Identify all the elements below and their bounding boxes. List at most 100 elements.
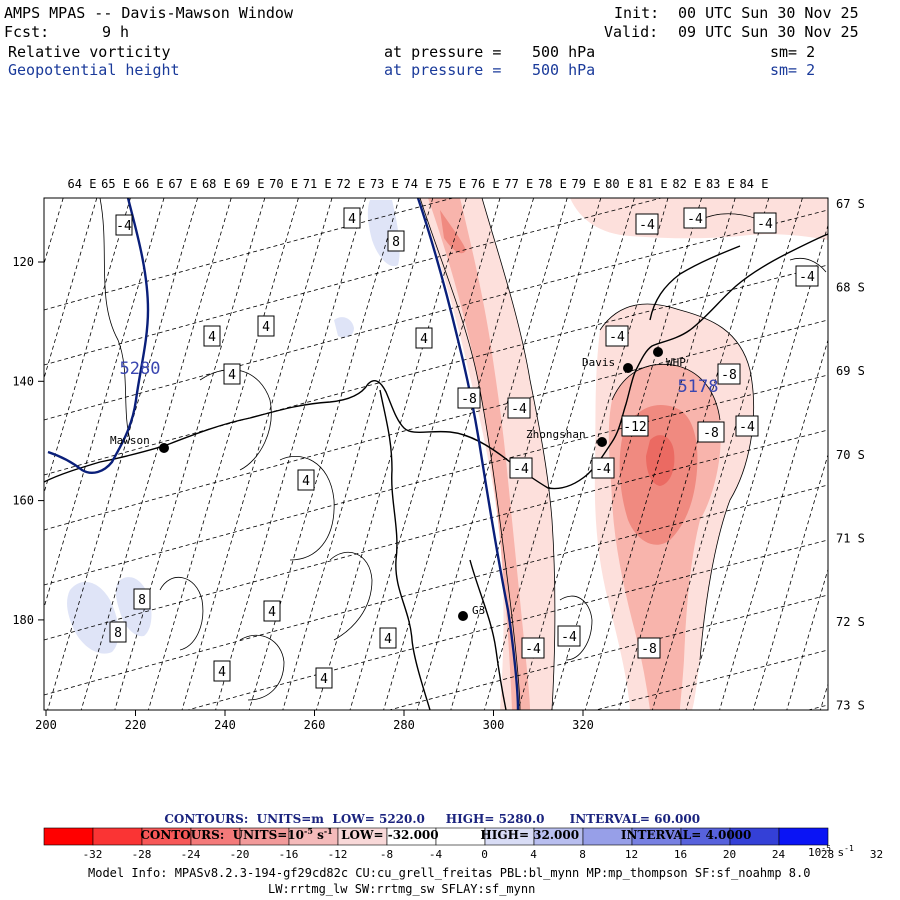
colorbar-tick-label: -16 — [279, 848, 299, 861]
svg-text:-4: -4 — [116, 219, 132, 234]
valid-label: Valid: — [604, 23, 659, 41]
colorbar-tick-label: -12 — [328, 848, 348, 861]
x-tick-label: 320 — [572, 718, 594, 732]
vorticity-shade-east-core — [646, 435, 675, 486]
longitude-label: 84 E — [740, 177, 769, 191]
svg-text:4: 4 — [228, 368, 236, 383]
svg-text:4: 4 — [320, 672, 328, 687]
longitude-label: 78 E — [538, 177, 567, 191]
svg-text:-8: -8 — [703, 426, 719, 441]
svg-text:-12: -12 — [623, 420, 646, 435]
longitude-label: 71 E — [303, 177, 332, 191]
vorticity-shade-pos-4 — [334, 317, 354, 338]
longitude-label: 67 E — [168, 177, 197, 191]
svg-text:Mawson: Mawson — [110, 434, 150, 447]
vorticity-shade-band-mid — [428, 198, 530, 710]
longitude-label: 68 E — [202, 177, 231, 191]
valid-time: 09 UTC Sun 30 Nov 25 — [678, 23, 859, 41]
y-tick-label: 180 — [12, 613, 34, 627]
svg-text:-4: -4 — [525, 642, 541, 657]
latitude-label: 70 S — [836, 448, 865, 462]
colorbar — [43, 827, 829, 846]
svg-text:Zhongshan: Zhongshan — [526, 428, 586, 441]
svg-text:4: 4 — [268, 605, 276, 620]
longitude-label: 72 E — [336, 177, 365, 191]
svg-text:-8: -8 — [641, 642, 657, 657]
svg-text:4: 4 — [208, 330, 216, 345]
x-tick-label: 220 — [125, 718, 147, 732]
svg-text:-4: -4 — [687, 212, 703, 227]
colorbar-tick-label: 8 — [579, 848, 586, 861]
x-tick-label: 300 — [483, 718, 505, 732]
plot-title: AMPS MPAS -- Davis-Mawson Window — [4, 4, 293, 22]
svg-text:WHP: WHP — [666, 356, 686, 369]
colorbar-tick-label: -4 — [429, 848, 443, 861]
x-tick-label: 240 — [214, 718, 236, 732]
longitude-label: 64 E — [68, 177, 97, 191]
svg-text:-4: -4 — [799, 270, 815, 285]
colorbar-tick-label: -28 — [132, 848, 152, 861]
colorbar-units: 10-5 s-1 — [808, 844, 854, 859]
vorticity-shade-band-dark — [440, 210, 466, 254]
colorbar-tick-label: 0 — [481, 848, 488, 861]
svg-text:-4: -4 — [511, 402, 527, 417]
field1-smoothing: sm= 2 — [770, 43, 816, 61]
svg-text:-4: -4 — [757, 217, 773, 232]
longitude-label: 83 E — [706, 177, 735, 191]
svg-text:8: 8 — [392, 235, 400, 250]
y-tick-label: 160 — [12, 494, 34, 508]
longitude-label: 74 E — [404, 177, 433, 191]
vorticity-value-boxes: -4 4 8 4 4 4 4 -8 -4 4 -4 -4 -4 -4 -4 -4… — [109, 207, 819, 689]
colorbar-tick-label: 12 — [625, 848, 638, 861]
longitude-label: 79 E — [572, 177, 601, 191]
colorbar-swatch — [43, 827, 94, 846]
latitude-label: 71 S — [836, 531, 865, 545]
y-tick-label: 140 — [12, 374, 34, 388]
init-label: Init: — [614, 4, 660, 22]
svg-text:4: 4 — [218, 665, 226, 680]
field2-level-value: 500 hPa — [532, 61, 596, 79]
svg-text:-8: -8 — [461, 392, 477, 407]
fcst-hours: 9 h — [102, 23, 130, 41]
station-names: Mawson Davis WHP Zhongshan G3 — [110, 356, 686, 617]
longitude-label: 76 E — [471, 177, 500, 191]
svg-text:8: 8 — [114, 626, 122, 641]
longitude-label: 77 E — [504, 177, 533, 191]
svg-text:8: 8 — [138, 593, 146, 608]
svg-text:4: 4 — [262, 320, 270, 335]
colorbar-tick-label: -24 — [181, 848, 201, 861]
colorbar-tick-label: 16 — [674, 848, 687, 861]
colorbar-tick-label: 28 — [821, 848, 834, 861]
latitude-label: 68 S — [836, 281, 865, 295]
latitude-label: 73 S — [836, 699, 865, 713]
svg-text:4: 4 — [420, 332, 428, 347]
map-area: -4 4 8 4 4 4 4 -8 -4 4 -4 -4 -4 -4 -4 -4… — [44, 198, 828, 710]
height-label-5178: 5178 — [678, 377, 719, 397]
svg-text:4: 4 — [302, 474, 310, 489]
svg-text:-4: -4 — [561, 630, 577, 645]
longitude-labels: 64 E 65 E 66 E 67 E 68 E 69 E 70 E 71 E 72 E 73 E… — [68, 177, 769, 191]
colorbar-tick-label: -20 — [230, 848, 250, 861]
field2-name: Geopotential height — [8, 61, 180, 79]
longitude-label: 65 E — [101, 177, 130, 191]
svg-text:-4: -4 — [595, 462, 611, 477]
x-axis-ticks: 200 220 240 260 280 300 320 — [35, 710, 594, 732]
height-label-5280: 5280 — [120, 359, 161, 379]
latitude-labels: 67 S 68 S 69 S 70 S 71 S 72 S 73 S — [836, 197, 865, 713]
colorbar-ticks: -32 -28 -24 -20 -16 -12 -8 -4 0 4 8 12 16 20 24 28 32 — [83, 848, 884, 861]
field1-level-value: 500 hPa — [532, 43, 596, 61]
svg-text:4: 4 — [384, 632, 392, 647]
longitude-label: 75 E — [437, 177, 466, 191]
y-axis-ticks: 120 140 160 180 — [12, 255, 44, 627]
longitude-label: 80 E — [605, 177, 634, 191]
y-tick-label: 120 — [12, 255, 34, 269]
map-frame — [43, 197, 829, 711]
svg-text:4: 4 — [348, 212, 356, 227]
field2-smoothing: sm= 2 — [770, 61, 816, 79]
svg-text:-8: -8 — [721, 368, 737, 383]
fcst-label: Fcst: — [4, 23, 50, 41]
model-info-line-2: LW:rrtmg_lw SW:rrtmg_sw SFLAY:sf_mynn — [268, 882, 536, 896]
svg-text:-4: -4 — [639, 218, 655, 233]
vorticity-shade-pos-2 — [67, 581, 119, 654]
